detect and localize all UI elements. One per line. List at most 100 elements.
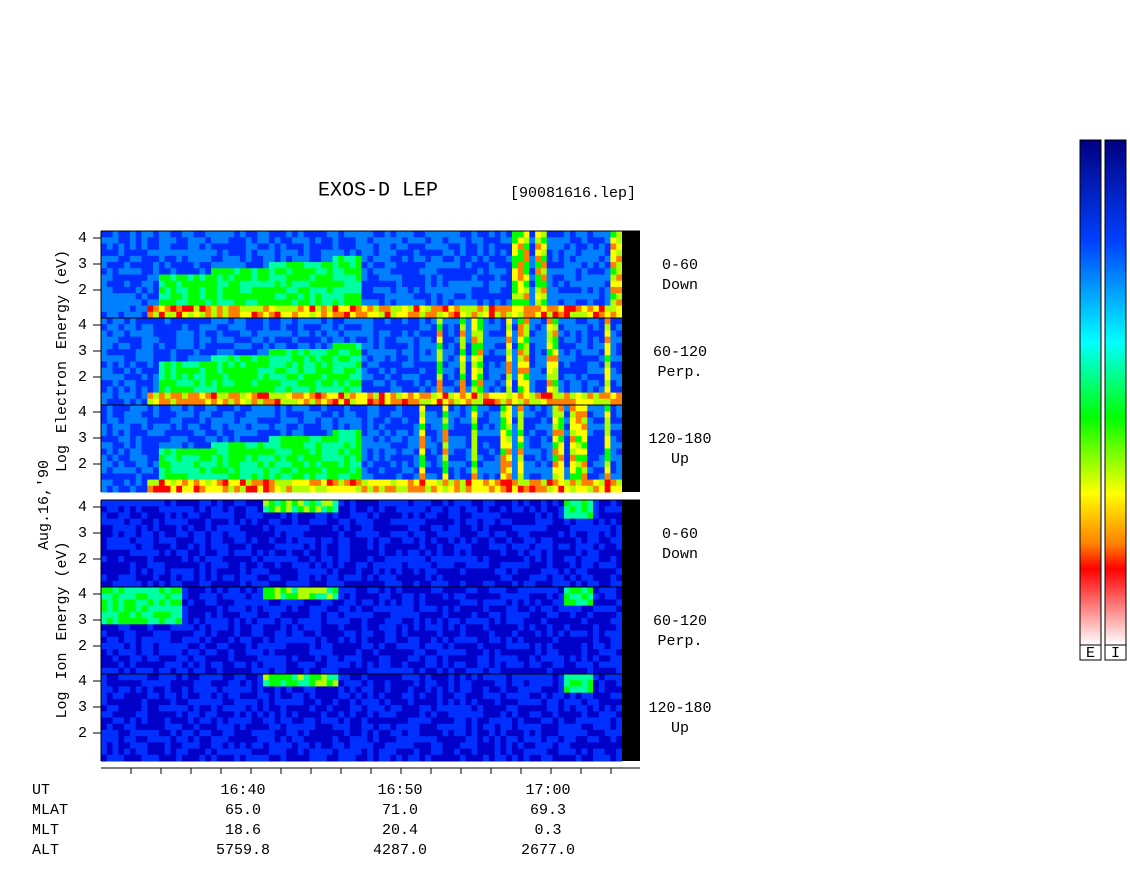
spectrogram-cell	[350, 268, 356, 275]
spectrogram-cell	[234, 231, 240, 238]
spectrogram-cell	[506, 281, 512, 288]
spectrogram-cell	[176, 262, 182, 269]
spectrogram-cell	[107, 362, 113, 369]
spectrogram-cell	[616, 449, 622, 456]
spectrogram-cell	[176, 312, 182, 319]
spectrogram-cell	[170, 250, 176, 257]
spectrogram-cell	[280, 349, 286, 356]
spectrogram-cell	[408, 506, 414, 513]
spectrogram-cell	[113, 512, 119, 519]
spectrogram-cell	[437, 386, 443, 393]
spectrogram-cell	[570, 430, 576, 437]
spectrogram-cell	[402, 556, 408, 563]
spectrogram-cell	[142, 368, 148, 375]
spectrogram-cell	[217, 386, 223, 393]
spectrogram-cell	[506, 556, 512, 563]
spectrogram-cell	[553, 386, 559, 393]
spectrogram-cell	[211, 374, 217, 381]
spectrogram-cell	[344, 368, 350, 375]
spectrogram-cell	[524, 362, 530, 369]
spectrogram-cell	[553, 324, 559, 331]
spectrogram-cell	[576, 581, 582, 588]
spectrogram-cell	[431, 330, 437, 337]
spectrogram-cell	[385, 562, 391, 569]
spectrogram-cell	[541, 306, 547, 313]
spectrogram-cell	[205, 512, 211, 519]
spectrogram-cell	[541, 343, 547, 350]
spectrogram-cell	[610, 355, 616, 362]
spectrogram-cell	[170, 430, 176, 437]
spectrogram-cell	[524, 486, 530, 493]
spectrogram-cell	[483, 287, 489, 294]
spectrogram-cell	[136, 368, 142, 375]
spectrogram-cell	[599, 411, 605, 418]
spectrogram-cell	[570, 312, 576, 319]
spectrogram-cell	[495, 268, 501, 275]
spectrogram-cell	[553, 449, 559, 456]
spectrogram-cell	[304, 393, 310, 400]
spectrogram-cell	[304, 268, 310, 275]
spectrogram-cell	[518, 386, 524, 393]
spectrogram-cell	[489, 368, 495, 375]
spectrogram-cell	[107, 556, 113, 563]
spectrogram-cell	[246, 411, 252, 418]
spectrogram-cell	[170, 343, 176, 350]
spectrogram-cell	[223, 312, 229, 319]
spectrogram-cell	[616, 430, 622, 437]
spectrogram-cell	[344, 293, 350, 300]
spectrogram-cell	[547, 237, 553, 244]
spectrogram-cell	[246, 568, 252, 575]
spectrogram-cell	[344, 461, 350, 468]
spectrogram-cell	[506, 417, 512, 424]
spectrogram-cell	[205, 231, 211, 238]
spectrogram-cell	[188, 519, 194, 526]
spectrogram-cell	[362, 581, 368, 588]
spectrogram-cell	[101, 231, 107, 238]
spectrogram-cell	[280, 281, 286, 288]
spectrogram-cell	[223, 581, 229, 588]
spectrogram-cell	[599, 368, 605, 375]
spectrogram-cell	[385, 506, 391, 513]
spectrogram-cell	[217, 480, 223, 487]
spectrogram-cell	[402, 268, 408, 275]
spectrogram-cell	[437, 519, 443, 526]
spectrogram-cell	[495, 500, 501, 507]
spectrogram-cell	[344, 506, 350, 513]
spectrogram-cell	[553, 237, 559, 244]
spectrogram-cell	[275, 467, 281, 474]
spectrogram-cell	[437, 424, 443, 431]
spectrogram-cell	[489, 442, 495, 449]
spectrogram-cell	[390, 262, 396, 269]
spectrogram-cell	[402, 525, 408, 532]
spectrogram-cell	[217, 461, 223, 468]
spectrogram-cell	[396, 506, 402, 513]
spectrogram-cell	[165, 337, 171, 344]
spectrogram-cell	[101, 306, 107, 313]
spectrogram-cell	[234, 405, 240, 412]
spectrogram-cell	[205, 386, 211, 393]
spectrogram-cell	[419, 405, 425, 412]
spectrogram-cell	[234, 519, 240, 526]
spectrogram-cell	[257, 250, 263, 257]
spectrogram-cell	[176, 430, 182, 437]
spectrogram-cell	[489, 256, 495, 263]
spectrogram-cell	[142, 256, 148, 263]
spectrogram-cell	[448, 473, 454, 480]
spectrogram-cell	[471, 442, 477, 449]
spectrogram-cell	[581, 337, 587, 344]
spectrogram-cell	[280, 299, 286, 306]
spectrogram-cell	[385, 256, 391, 263]
spectrogram-cell	[182, 550, 188, 557]
spectrogram-cell	[333, 537, 339, 544]
spectrogram-cell	[321, 449, 327, 456]
spectrogram-cell	[113, 556, 119, 563]
spectrogram-cell	[553, 293, 559, 300]
spectrogram-cell	[246, 430, 252, 437]
spectrogram-cell	[460, 337, 466, 344]
spectrogram-cell	[304, 380, 310, 387]
spectrogram-cell	[390, 519, 396, 526]
spectrogram-cell	[223, 430, 229, 437]
spectrogram-cell	[124, 556, 130, 563]
spectrogram-cell	[223, 343, 229, 350]
spectrogram-cell	[275, 275, 281, 282]
